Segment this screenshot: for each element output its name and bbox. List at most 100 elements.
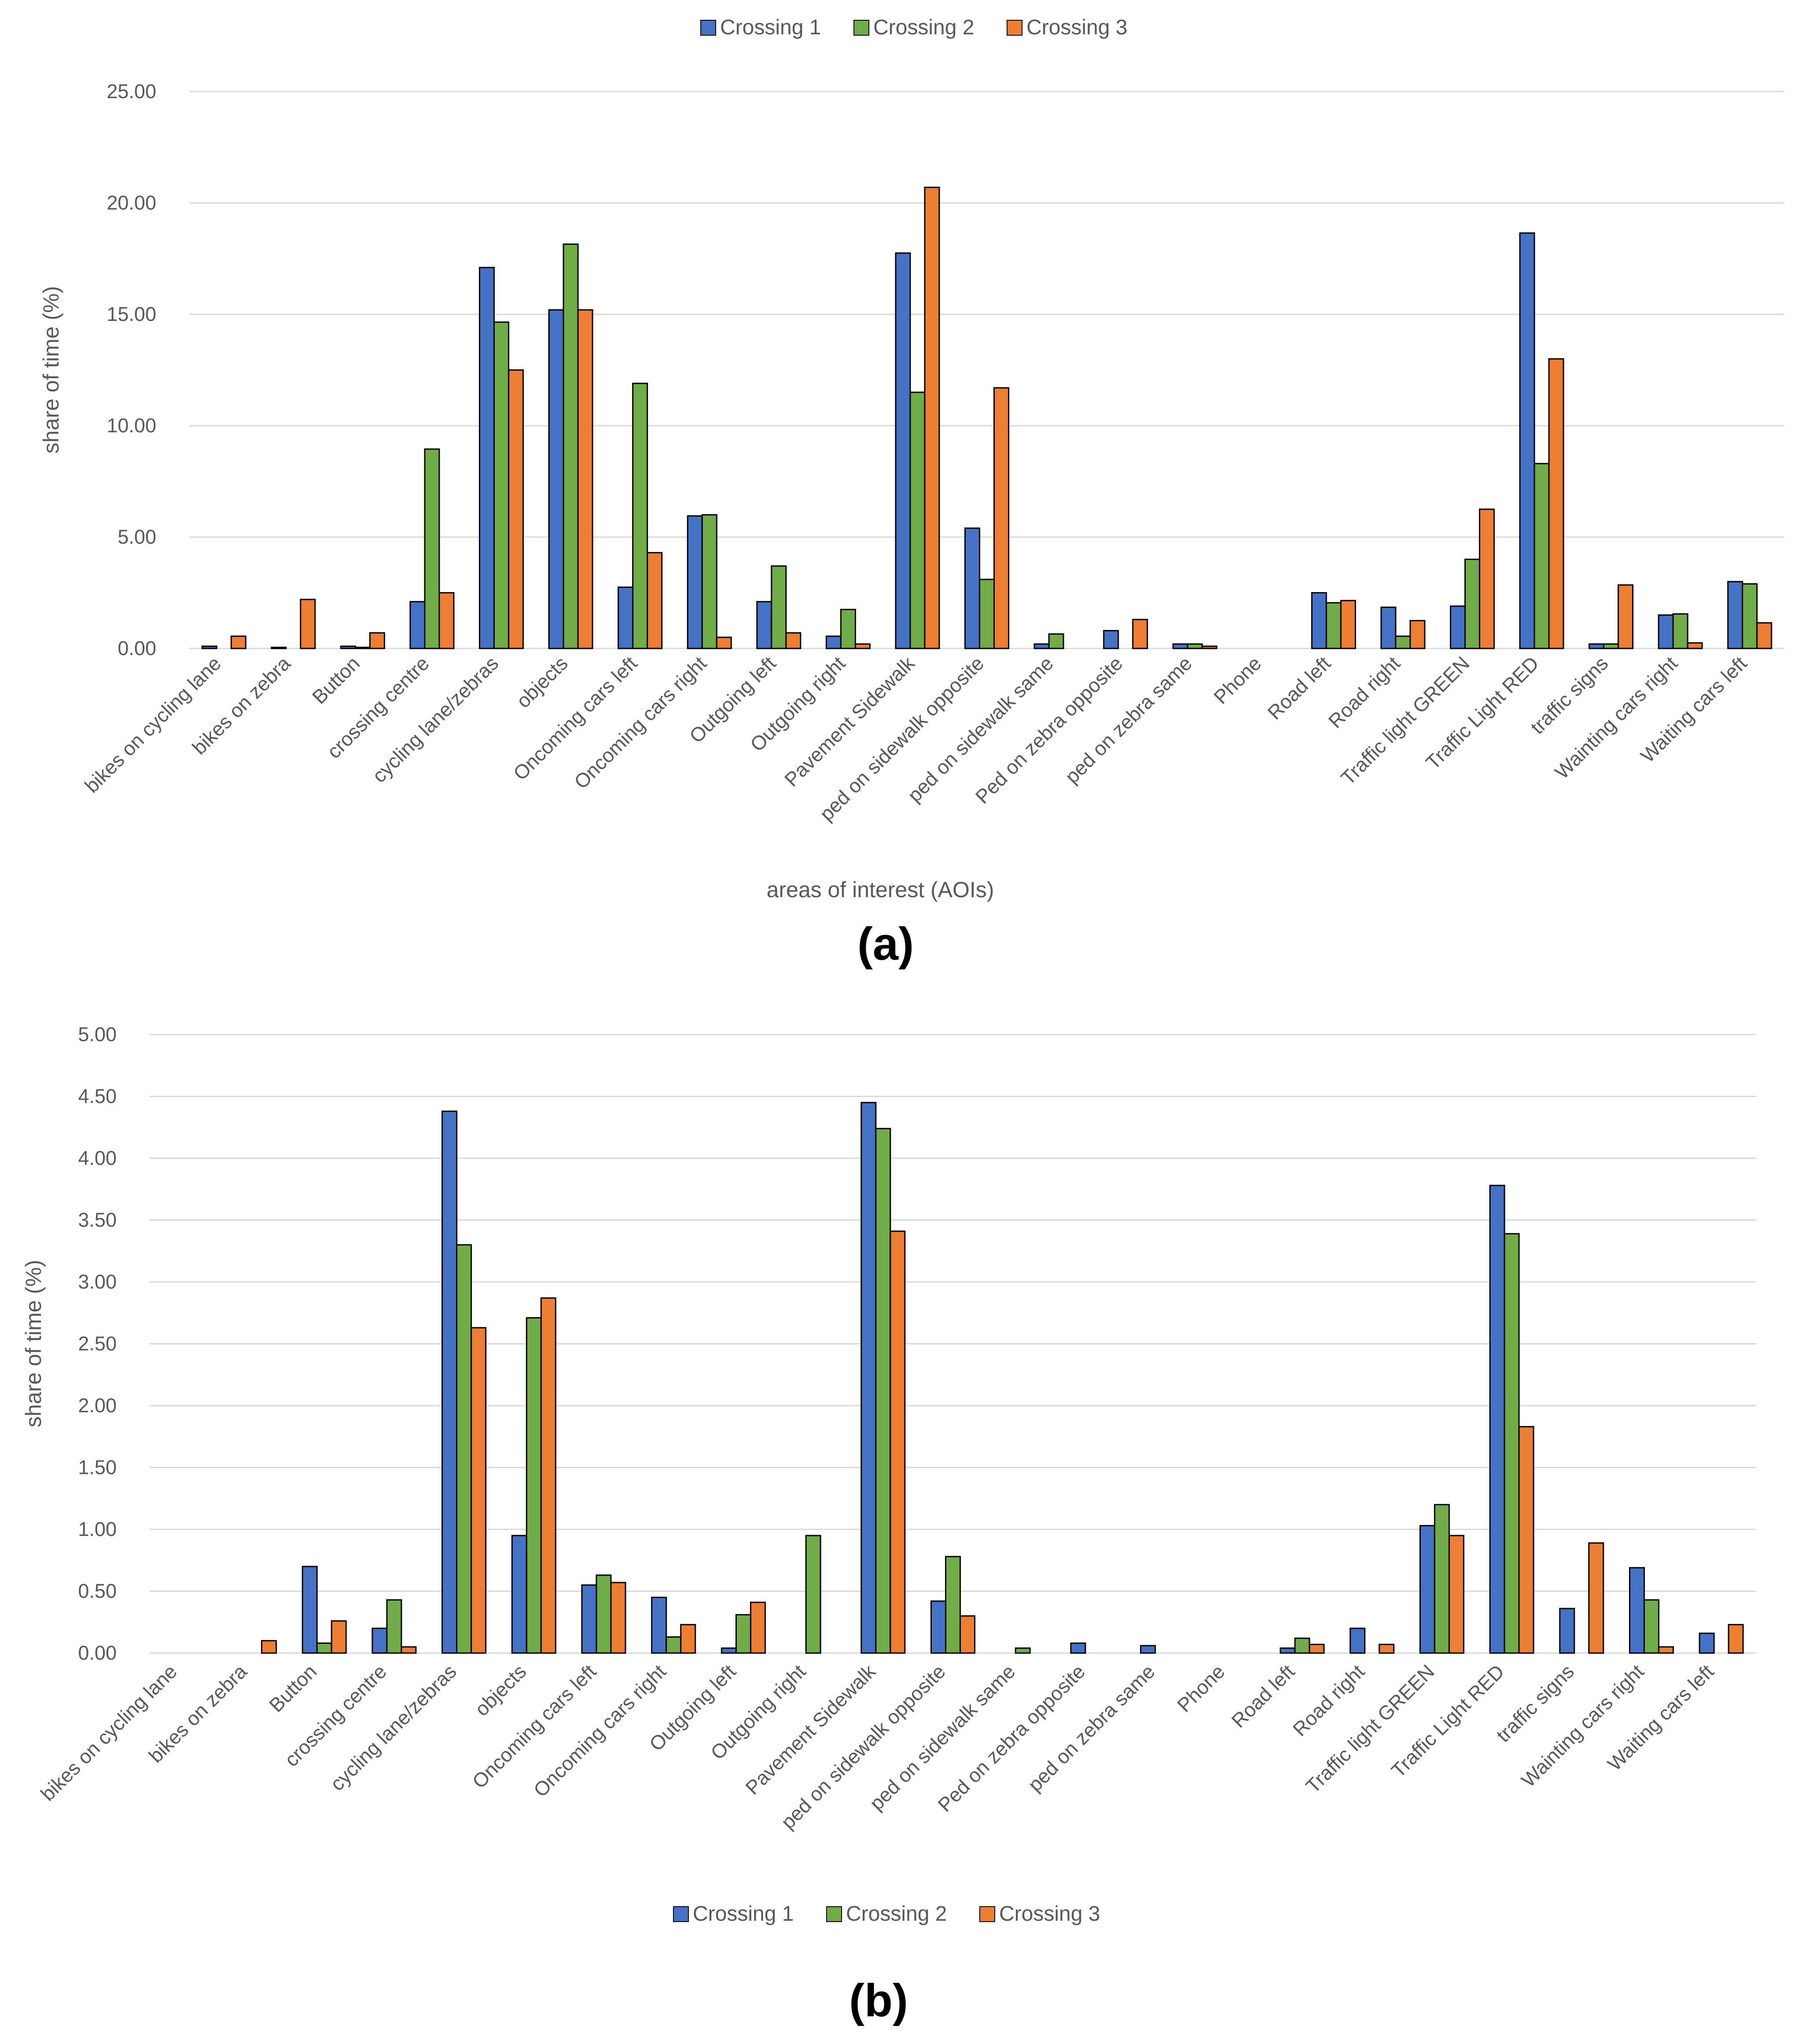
bar <box>651 1597 667 1654</box>
bar <box>771 565 787 649</box>
y-tick-label: 0.00 <box>78 1642 117 1664</box>
y-tick-label: 0.50 <box>78 1580 117 1602</box>
bar <box>1340 600 1356 649</box>
y-tick-label: 2.00 <box>78 1394 117 1417</box>
bar <box>1395 635 1411 649</box>
bar <box>331 1620 347 1654</box>
bar <box>1589 643 1605 649</box>
bar <box>1070 1643 1086 1654</box>
bar <box>1643 1599 1659 1654</box>
legend-swatch <box>826 1906 842 1922</box>
bar <box>825 635 842 649</box>
bar <box>993 387 1009 649</box>
bar <box>1658 614 1674 649</box>
bar <box>647 552 663 649</box>
bar <box>979 578 995 649</box>
bar <box>1672 613 1688 649</box>
bar <box>1559 1608 1575 1654</box>
bar <box>1201 645 1217 649</box>
bar <box>861 1102 877 1654</box>
y-tick-label: 15.00 <box>107 303 156 325</box>
bar <box>479 267 495 649</box>
bar <box>300 599 316 649</box>
bar <box>964 527 980 649</box>
y-tick-label: 1.00 <box>78 1518 117 1540</box>
bar <box>261 1640 277 1654</box>
bar <box>945 1556 961 1654</box>
bar <box>1687 642 1703 649</box>
bar <box>687 515 703 649</box>
bar <box>508 369 524 649</box>
bar <box>909 391 926 649</box>
bar <box>666 1636 682 1654</box>
bar <box>563 243 579 649</box>
bar <box>960 1615 975 1654</box>
y-tick-label: 4.50 <box>78 1085 117 1108</box>
bar <box>409 601 426 649</box>
bar <box>1478 508 1495 649</box>
bar <box>1548 358 1564 649</box>
bar <box>1489 1185 1505 1654</box>
bar <box>581 1584 597 1654</box>
bar <box>895 252 911 649</box>
bar <box>526 1317 542 1654</box>
bar <box>701 514 717 649</box>
bar <box>540 1297 556 1654</box>
legend-label: Crossing 2 <box>873 16 974 39</box>
bar <box>1504 1233 1520 1654</box>
bar <box>680 1624 696 1654</box>
bar <box>1309 1643 1325 1654</box>
bar <box>1727 581 1743 649</box>
legend-swatch <box>673 1906 689 1922</box>
legend-swatch <box>979 1906 995 1922</box>
legend-label: Crossing 1 <box>693 1902 794 1926</box>
bar <box>618 586 634 649</box>
bar <box>201 645 217 649</box>
legend-swatch <box>853 20 869 36</box>
bar <box>271 646 287 649</box>
bar <box>316 1643 332 1654</box>
bar <box>840 608 856 649</box>
legend-label: Crossing 3 <box>1026 16 1127 39</box>
bar <box>1519 232 1535 649</box>
legend-swatch <box>1007 20 1022 36</box>
bar <box>596 1574 612 1654</box>
bar <box>354 646 371 649</box>
x-axis-title: areas of interest (AOIs) <box>767 877 994 902</box>
y-tick-label: 10.00 <box>107 414 156 437</box>
y-tick-label: 0.00 <box>118 637 156 659</box>
y-tick-label: 1.50 <box>78 1456 117 1479</box>
bar <box>721 1647 737 1654</box>
y-axis-title: share of time (%) <box>21 1260 46 1428</box>
bar <box>1132 619 1148 649</box>
bar <box>471 1327 487 1654</box>
y-tick-label: 5.00 <box>118 526 156 548</box>
bar <box>805 1535 821 1654</box>
y-tick-label: 20.00 <box>107 192 156 214</box>
bar <box>386 1599 402 1654</box>
bar <box>493 321 510 649</box>
y-tick-label: 25.00 <box>107 80 156 103</box>
bar <box>369 632 385 649</box>
bar <box>456 1244 472 1654</box>
bar <box>1048 633 1064 649</box>
y-axis-title: share of time (%) <box>39 286 63 454</box>
bar <box>1434 1504 1450 1654</box>
bar <box>1518 1426 1534 1654</box>
bar <box>1728 1624 1744 1654</box>
bar <box>1379 1643 1395 1654</box>
bar <box>1380 606 1397 649</box>
bar <box>735 1614 751 1654</box>
bar <box>1629 1567 1645 1654</box>
legend-label: Crossing 2 <box>846 1902 947 1926</box>
bar <box>1588 1542 1604 1654</box>
bar <box>577 309 593 649</box>
bar <box>1187 643 1203 649</box>
bar <box>750 1602 766 1654</box>
legend-swatch <box>700 20 716 36</box>
legend-label: Crossing 1 <box>720 16 821 39</box>
bar <box>441 1110 458 1654</box>
bar <box>930 1600 946 1654</box>
y-tick-label: 2.50 <box>78 1333 117 1355</box>
